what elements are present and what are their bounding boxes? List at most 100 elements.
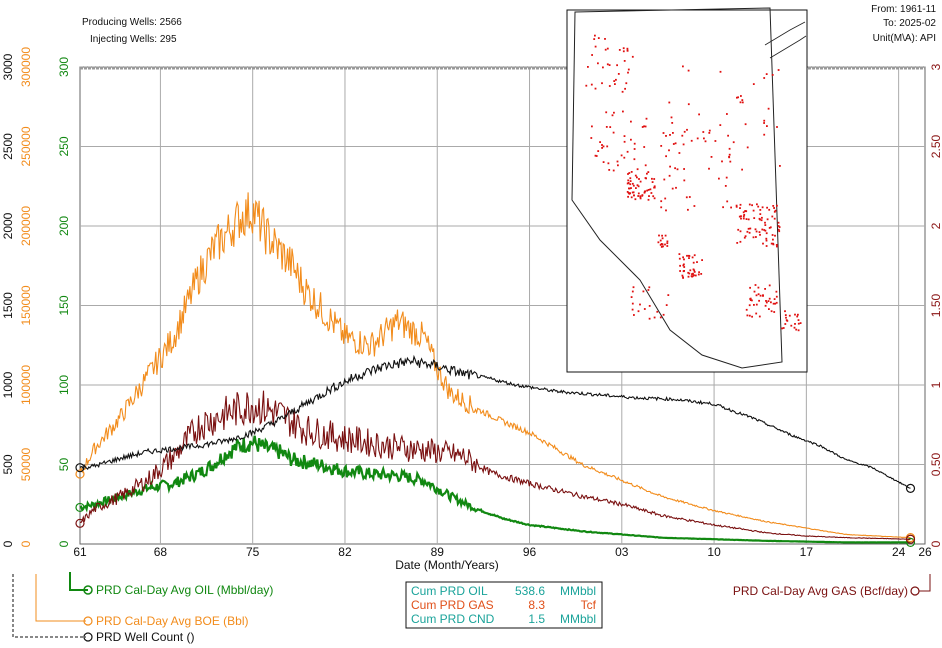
well-dot: [637, 192, 640, 195]
well-dot: [788, 314, 791, 317]
well-dot: [648, 317, 651, 320]
cum-oil-unit: MMbbl: [560, 584, 596, 598]
well-dot: [765, 239, 768, 242]
well-dot: [631, 290, 634, 293]
well-dot: [615, 78, 617, 81]
well-dot: [765, 300, 767, 302]
well-dot: [740, 217, 742, 220]
well-dot: [737, 96, 739, 99]
well-dot: [700, 273, 703, 275]
well-dot: [767, 300, 770, 302]
y-tick-label-wells: 2000: [1, 212, 15, 239]
x-tick-label: 82: [338, 545, 352, 559]
well-dot: [741, 99, 744, 101]
cum-cnd-label: Cum PRD CND: [411, 612, 495, 626]
well-dot: [753, 217, 756, 219]
well-dot: [630, 296, 633, 298]
well-dot: [665, 304, 668, 306]
well-dot: [688, 257, 690, 259]
x-tick-label: 10: [707, 545, 721, 559]
y-tick-label-wells: 1500: [1, 292, 15, 319]
well-dot: [758, 217, 761, 220]
well-dot: [740, 95, 742, 97]
well-dot: [751, 204, 753, 207]
well-dot: [664, 234, 667, 237]
well-dot: [666, 242, 669, 245]
well-dot: [659, 239, 662, 242]
well-dot: [659, 244, 662, 246]
well-dot: [643, 191, 646, 194]
well-dot: [646, 172, 648, 175]
well-dot: [763, 119, 766, 122]
well-dot: [602, 161, 605, 163]
well-dot: [748, 304, 751, 307]
well-dot: [756, 203, 758, 206]
well-dot: [679, 270, 681, 272]
well-dot: [660, 200, 663, 203]
well-dot: [643, 190, 646, 193]
well-dot: [797, 322, 800, 325]
well-dot: [631, 302, 634, 305]
well-dot: [771, 234, 774, 236]
well-dot: [608, 169, 611, 171]
legend-boe-connector: [35, 574, 86, 622]
well-dot: [633, 148, 636, 150]
y-tick-label-boe: 50000: [19, 447, 33, 481]
well-dot: [674, 142, 677, 145]
well-dot: [665, 209, 667, 212]
legend-gas-connector: [919, 574, 931, 592]
well-dot: [775, 295, 778, 298]
well-dot: [601, 144, 603, 146]
well-dot: [591, 54, 593, 56]
well-dot: [631, 55, 634, 58]
well-dot: [696, 261, 698, 263]
well-dot: [620, 154, 623, 157]
well-dot: [590, 137, 593, 139]
well-dot: [601, 147, 603, 149]
well-dot: [627, 68, 630, 71]
well-dot: [778, 226, 781, 228]
well-dot: [726, 200, 729, 203]
well-dot: [773, 207, 775, 209]
well-dot: [746, 314, 749, 317]
well-dot: [770, 242, 773, 245]
well-dot: [633, 194, 635, 197]
series-layer: [75, 192, 916, 548]
well-dot: [692, 272, 694, 275]
well-dot: [714, 140, 717, 142]
y-axis-boe: 0 50000 100000 150000 200000 250000 300000: [19, 47, 33, 548]
well-dot: [648, 286, 651, 289]
well-dot: [662, 313, 665, 316]
well-dot: [782, 327, 785, 329]
y-tick-label-gas: 1.50: [929, 293, 942, 317]
well-dot: [761, 228, 764, 231]
well-dot: [666, 245, 669, 247]
well-dot: [776, 245, 778, 248]
well-dot: [775, 301, 778, 304]
well-dot: [594, 154, 597, 157]
well-dot: [693, 254, 696, 257]
series-start-marker-gas: [75, 518, 85, 528]
well-dot: [591, 125, 593, 128]
well-dot: [745, 308, 748, 311]
well-dot: [740, 215, 742, 218]
well-dot: [606, 145, 609, 148]
x-tick-label: 17: [800, 545, 814, 559]
cumulative-frame: [405, 581, 603, 629]
well-dot: [761, 216, 763, 219]
well-dot: [730, 206, 732, 209]
well-dot: [642, 290, 645, 293]
well-dot: [797, 319, 800, 321]
well-dot: [724, 185, 727, 187]
well-dot: [795, 328, 798, 331]
well-dot: [746, 146, 749, 149]
well-dot: [646, 189, 648, 192]
well-dot: [793, 326, 796, 329]
well-dot: [653, 185, 656, 188]
well-dot: [666, 240, 669, 243]
well-dot: [652, 195, 655, 198]
well-dot: [703, 137, 705, 140]
well-dot: [660, 246, 663, 248]
well-dot: [626, 182, 629, 185]
